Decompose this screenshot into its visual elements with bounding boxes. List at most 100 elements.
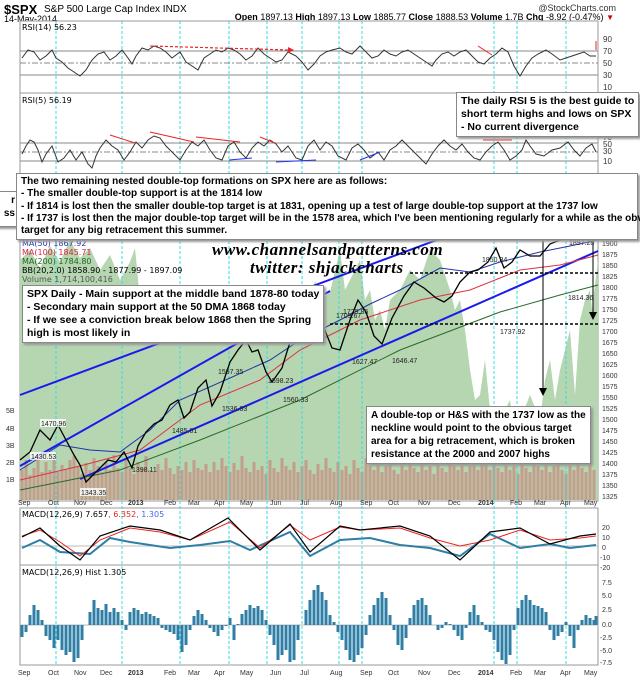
- high-value: 1897.13: [317, 12, 351, 22]
- macd-panel: [20, 517, 598, 561]
- svg-text:1814.36: 1814.36: [568, 295, 593, 302]
- fragment-line: r: [11, 195, 15, 206]
- chart-date: 14-May-2014: [4, 14, 58, 24]
- high-label: High: [295, 12, 316, 22]
- index-name: S&P 500 Large Cap Index INDX: [44, 4, 187, 15]
- svg-text:1850.84: 1850.84: [482, 257, 507, 264]
- svg-text:7.5: 7.5: [602, 580, 612, 587]
- svg-text:1598.23: 1598.23: [268, 378, 293, 385]
- svg-text:0: 0: [602, 545, 606, 552]
- svg-text:Nov: Nov: [418, 500, 431, 507]
- svg-text:1398.11: 1398.11: [132, 467, 157, 474]
- svg-text:5.0: 5.0: [602, 593, 612, 600]
- svg-text:1400: 1400: [602, 461, 618, 468]
- svg-text:70: 70: [603, 133, 612, 142]
- svg-text:1375: 1375: [602, 472, 618, 479]
- svg-text:1729.86: 1729.86: [343, 309, 368, 316]
- svg-text:0.0: 0.0: [602, 622, 612, 629]
- svg-text:Apr: Apr: [560, 670, 572, 677]
- svg-text:2.5: 2.5: [602, 607, 612, 614]
- legend-ma200: MA(200) 1784.80: [22, 257, 92, 266]
- hs-line: resistance at the 2000 and 2007 highs: [371, 449, 550, 460]
- rsi5-label: RSI(5) 56.19: [22, 96, 72, 105]
- svg-text:1430.53: 1430.53: [31, 454, 56, 461]
- svg-text:Mar: Mar: [534, 500, 547, 507]
- open-label: Open: [234, 12, 258, 22]
- svg-text:-10: -10: [600, 555, 610, 562]
- support-line: - If we see a conviction break below 186…: [27, 314, 312, 326]
- svg-text:10: 10: [603, 157, 612, 166]
- rsi-note-line: The daily RSI 5 is the best guide to: [461, 95, 635, 107]
- hs-line: area for a big retracement, which is bro…: [371, 436, 575, 447]
- svg-text:70: 70: [603, 47, 612, 56]
- svg-text:90: 90: [603, 35, 612, 44]
- svg-text:Mar: Mar: [188, 500, 201, 507]
- left-fragment-box: r ss: [0, 191, 20, 227]
- svg-text:1597.35: 1597.35: [218, 369, 243, 376]
- close-value: 1888.53: [435, 12, 469, 22]
- svg-text:1650: 1650: [602, 351, 618, 358]
- svg-text:30: 30: [603, 147, 612, 156]
- svg-text:1897.28: 1897.28: [569, 240, 594, 247]
- rsi14-label: RSI(14) 56.23: [22, 23, 77, 32]
- hs-line: neckline would point to the obvious targ…: [371, 423, 572, 434]
- double-top-line: target for any big retracement this summ…: [21, 225, 228, 237]
- support-line: - Secondary main support at the 50 DMA 1…: [27, 301, 286, 313]
- svg-text:Dec: Dec: [448, 500, 461, 507]
- svg-text:Nov: Nov: [74, 670, 87, 677]
- macd-hist-value: 1.305: [141, 510, 165, 519]
- support-note-box: SPX Daily - Main support at the middle b…: [22, 285, 325, 343]
- svg-text:Sep: Sep: [360, 500, 373, 507]
- svg-text:May: May: [240, 670, 254, 677]
- svg-text:1737.92: 1737.92: [500, 329, 525, 336]
- svg-text:1343.35: 1343.35: [81, 490, 106, 497]
- svg-text:Feb: Feb: [510, 500, 522, 507]
- svg-text:Aug: Aug: [330, 670, 343, 677]
- svg-text:-2.5: -2.5: [600, 635, 612, 642]
- svg-text:Jul: Jul: [300, 500, 309, 507]
- svg-text:1525: 1525: [602, 406, 618, 413]
- svg-text:30: 30: [603, 71, 612, 80]
- svg-text:1700: 1700: [602, 329, 618, 336]
- svg-text:1425: 1425: [602, 450, 618, 457]
- svg-text:1625: 1625: [602, 362, 618, 369]
- svg-text:1470.96: 1470.96: [41, 421, 66, 428]
- svg-text:2013: 2013: [128, 670, 144, 677]
- svg-text:May: May: [584, 500, 598, 507]
- svg-text:5B: 5B: [6, 408, 15, 415]
- svg-text:-7.5: -7.5: [600, 660, 612, 667]
- month-labels-top: Sep Oct Nov Dec 2013 Feb Mar Apr May Jun Jul Aug Sep…: [18, 500, 598, 507]
- svg-text:Oct: Oct: [48, 670, 59, 677]
- svg-text:Mar: Mar: [188, 670, 201, 677]
- svg-text:Oct: Oct: [48, 500, 59, 507]
- svg-text:2014: 2014: [478, 670, 494, 677]
- svg-text:1500: 1500: [602, 417, 618, 424]
- svg-text:Dec: Dec: [100, 670, 113, 677]
- svg-text:1850: 1850: [602, 263, 618, 270]
- svg-text:Nov: Nov: [74, 500, 87, 507]
- legend-ma100: MA(100) 1845.71: [22, 248, 92, 257]
- svg-text:1560.33: 1560.33: [283, 397, 308, 404]
- volume-label: Volume: [470, 12, 503, 22]
- open-value: 1897.13: [260, 12, 293, 22]
- svg-text:1775: 1775: [602, 296, 618, 303]
- hist-label: MACD(12,26,9) Hist 1.305: [22, 568, 127, 577]
- svg-text:20: 20: [602, 525, 610, 532]
- svg-text:1475: 1475: [602, 428, 618, 435]
- double-top-line: - If 1737 is lost then the major double-…: [21, 212, 640, 224]
- svg-text:Jun: Jun: [270, 670, 281, 677]
- svg-text:1675: 1675: [602, 340, 618, 347]
- svg-text:1B: 1B: [6, 477, 15, 484]
- price-axis-ticks: 1925190018751850182518001775175017251700…: [6, 230, 618, 667]
- svg-text:1627.47: 1627.47: [352, 359, 377, 366]
- chg-label: Chg: [526, 12, 544, 22]
- svg-text:1600: 1600: [602, 373, 618, 380]
- svg-text:May: May: [584, 670, 598, 677]
- month-gridlines: [55, 21, 567, 665]
- svg-text:Nov: Nov: [418, 670, 431, 677]
- svg-text:1550: 1550: [602, 395, 618, 402]
- hs-line: A double-top or H&S with the 1737 low as…: [371, 410, 586, 421]
- svg-text:1800: 1800: [602, 285, 618, 292]
- legend-ma50: MA(50) 1867.92: [22, 239, 87, 248]
- svg-text:Sep: Sep: [18, 500, 31, 507]
